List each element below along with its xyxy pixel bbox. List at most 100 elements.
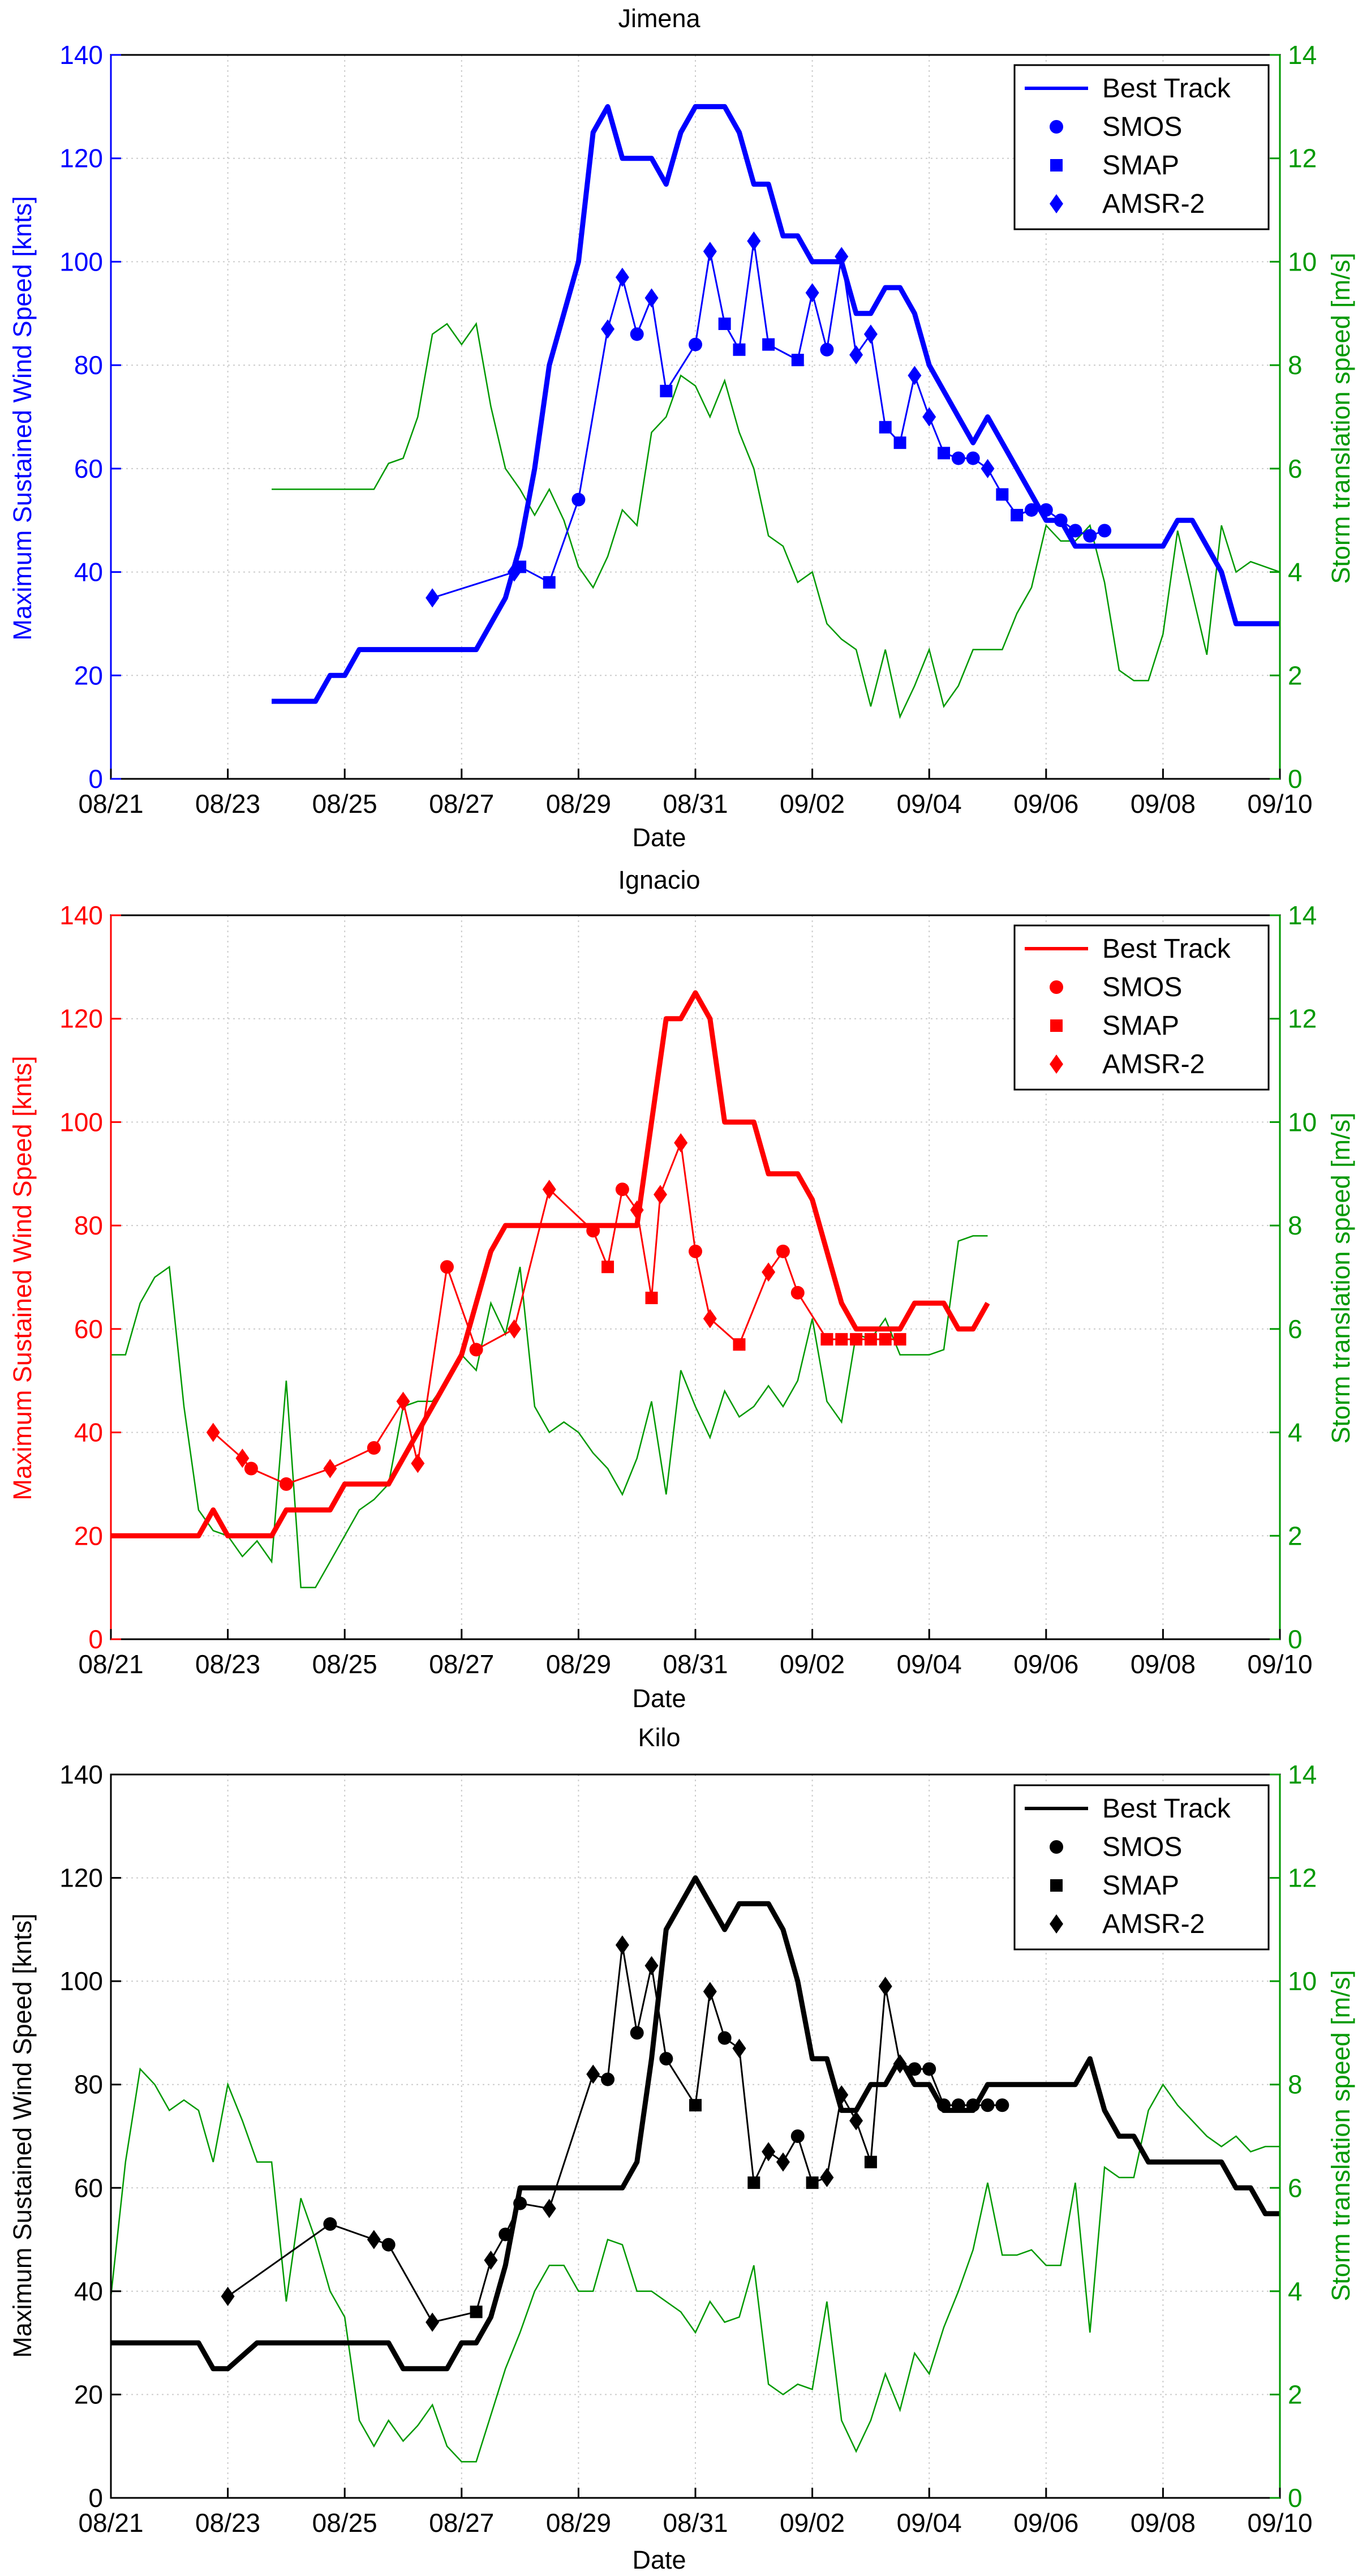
obs-point-circle (513, 2196, 527, 2210)
obs-point-circle (937, 2098, 951, 2112)
y2-axis-label: Storm translation speed [m/s] (1326, 1112, 1355, 1443)
obs-point-diamond (981, 458, 995, 478)
obs-point-diamond (615, 267, 629, 287)
obs-point-diamond (762, 2142, 776, 2162)
obs-point-square (645, 1292, 658, 1305)
y-axis-label: Maximum Sustained Wind Speed [knts] (8, 1056, 37, 1500)
obs-point-circle (381, 2238, 396, 2252)
y2-tick-label: 6 (1288, 2173, 1303, 2202)
obs-point-diamond (586, 2064, 600, 2084)
legend-label-smos: SMOS (1102, 1832, 1182, 1862)
obs-point-diamond (878, 1977, 892, 1996)
y-tick-label: 20 (74, 2380, 103, 2409)
obs-point-circle (615, 1182, 629, 1197)
x-tick-label: 08/29 (546, 2508, 611, 2538)
chart-title: Jimena (618, 4, 700, 33)
y2-tick-label: 4 (1288, 558, 1303, 587)
obs-point-circle (1024, 503, 1038, 517)
x-tick-label: 08/25 (312, 1649, 377, 1679)
legend-label-amsr2: AMSR-2 (1102, 1909, 1205, 1939)
obs-point-circle (323, 2217, 337, 2231)
x-tick-label: 09/02 (780, 789, 845, 818)
x-tick-label: 08/25 (312, 789, 377, 818)
y-tick-label: 60 (74, 2173, 103, 2202)
obs-point-square (850, 1333, 863, 1346)
y2-axis-label: Storm translation speed [m/s] (1326, 1970, 1355, 2301)
y2-tick-label: 14 (1288, 40, 1317, 70)
y2-tick-label: 10 (1288, 1107, 1317, 1137)
y2-tick-label: 2 (1288, 1521, 1303, 1550)
obs-point-circle (630, 327, 644, 341)
legend-label-best-track: Best Track (1102, 934, 1231, 964)
y2-tick-label: 6 (1288, 1314, 1303, 1344)
obs-point-circle (717, 2031, 732, 2045)
x-tick-label: 08/21 (78, 1649, 143, 1679)
x-tick-label: 09/10 (1247, 1649, 1312, 1679)
x-axis-label: Date (632, 2545, 686, 2574)
x-tick-label: 08/27 (429, 1649, 494, 1679)
obs-point-square (820, 1333, 833, 1346)
obs-point-diamond (542, 2198, 556, 2218)
y2-tick-label: 0 (1288, 764, 1303, 794)
obs-point-circle (951, 2098, 965, 2112)
obs-point-diamond (484, 2251, 498, 2270)
obs-point-circle (951, 451, 965, 465)
x-tick-label: 09/08 (1131, 1649, 1196, 1679)
x-tick-label: 08/25 (312, 2508, 377, 2538)
chart-panel-jimena: 08/21 08/23 08/25 08/27 08/29 08/31 09/02 09/04… (8, 4, 1355, 852)
legend-symbol-smos (1050, 980, 1063, 994)
legend-label-amsr2: AMSR-2 (1102, 1049, 1205, 1079)
y-tick-label: 60 (74, 454, 103, 483)
x-tick-label: 08/27 (429, 789, 494, 818)
obs-point-diamond (835, 247, 849, 267)
y-tick-label: 0 (88, 1625, 103, 1654)
obs-point-square (893, 1333, 906, 1346)
obs-point-square (601, 1261, 614, 1274)
obs-point-diamond (805, 283, 819, 303)
obs-point-circle (1098, 524, 1112, 538)
obs-point-square (733, 343, 746, 356)
obs-point-square (996, 488, 1009, 501)
obs-point-diamond (849, 2111, 863, 2131)
y-tick-label: 80 (74, 350, 103, 380)
obs-point-square (1011, 509, 1024, 522)
obs-point-diamond (601, 319, 615, 339)
x-tick-label: 09/08 (1131, 789, 1196, 818)
legend-symbol-smos (1050, 1840, 1063, 1854)
obs-point-square (879, 421, 892, 434)
chart-panel-kilo: 08/21 08/23 08/25 08/27 08/29 08/31 09/02 09/04… (8, 1723, 1355, 2574)
x-tick-label: 09/06 (1013, 2508, 1078, 2538)
plot-area: 08/21 08/23 08/25 08/27 08/29 08/31 09/02 09/04… (59, 40, 1317, 818)
obs-point-circle (1068, 524, 1082, 538)
legend-label-best-track: Best Track (1102, 1794, 1231, 1824)
obs-point-circle (922, 2062, 936, 2076)
y-tick-label: 80 (74, 2070, 103, 2099)
obs-point-diamond (411, 1454, 425, 1473)
translation-speed-line (111, 1235, 988, 1588)
obs-point-square (791, 354, 804, 367)
obs-point-square (689, 2099, 702, 2112)
y-tick-label: 40 (74, 2277, 103, 2306)
obs-point-circle (981, 2098, 995, 2112)
legend-label-smos: SMOS (1102, 972, 1182, 1002)
x-tick-label: 09/04 (897, 789, 962, 818)
obs-point-diamond (835, 2085, 849, 2104)
legend-symbol-smos (1050, 120, 1063, 134)
x-axis-label: Date (632, 823, 686, 852)
x-tick-label: 08/27 (429, 2508, 494, 2538)
legend-symbol-amsr2 (1050, 1055, 1063, 1074)
best-track-line (111, 990, 990, 1538)
legend-label-smos: SMOS (1102, 112, 1182, 142)
obs-point-circle (630, 2026, 644, 2040)
obs-point-circle (966, 451, 980, 465)
x-tick-label: 08/21 (78, 789, 143, 818)
obs-point-diamond (820, 2168, 834, 2188)
obs-point-circle (601, 2072, 615, 2086)
y2-tick-label: 12 (1288, 1004, 1317, 1034)
obs-point-square (514, 560, 527, 573)
x-tick-label: 09/02 (780, 2508, 845, 2538)
legend: Best Track SMOS SMAP AMSR-2 (1013, 64, 1270, 230)
obs-point-square (835, 1333, 848, 1346)
x-tick-label: 08/23 (195, 789, 260, 818)
x-tick-label: 09/10 (1247, 789, 1312, 818)
